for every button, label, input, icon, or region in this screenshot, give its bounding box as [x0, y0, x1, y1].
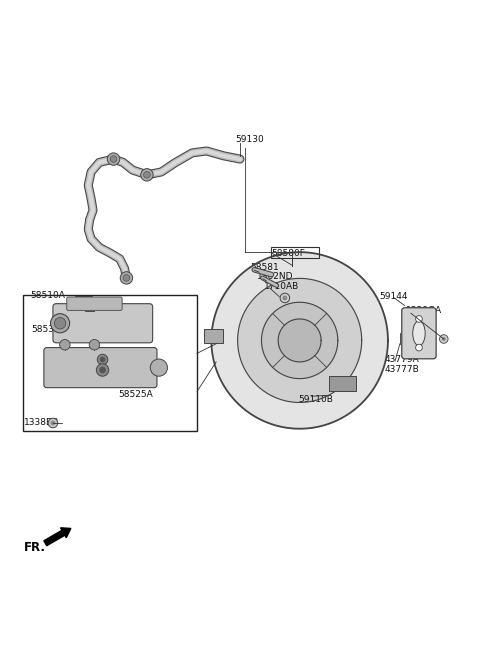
Circle shape — [97, 354, 108, 365]
Text: 58672: 58672 — [75, 374, 104, 383]
Text: 59144: 59144 — [379, 292, 408, 300]
Text: 1710AB: 1710AB — [264, 282, 299, 291]
Polygon shape — [238, 279, 362, 403]
Circle shape — [141, 169, 153, 181]
Circle shape — [99, 367, 106, 373]
Circle shape — [50, 313, 70, 333]
Circle shape — [442, 337, 446, 341]
Polygon shape — [211, 252, 388, 429]
Circle shape — [440, 334, 448, 344]
Circle shape — [416, 315, 422, 323]
Text: 58672: 58672 — [75, 365, 104, 374]
Text: 58580F: 58580F — [271, 248, 305, 258]
Circle shape — [96, 364, 109, 376]
Text: FR.: FR. — [24, 541, 46, 554]
Polygon shape — [262, 302, 338, 378]
Bar — [204, 328, 223, 343]
Text: 59130: 59130 — [235, 135, 264, 145]
Circle shape — [108, 153, 120, 166]
Text: 58511A: 58511A — [63, 306, 98, 315]
Circle shape — [144, 171, 150, 178]
Circle shape — [54, 317, 66, 329]
Text: 59110B: 59110B — [298, 395, 333, 403]
Circle shape — [60, 340, 70, 350]
FancyBboxPatch shape — [44, 348, 157, 388]
FancyBboxPatch shape — [53, 304, 153, 343]
Circle shape — [123, 275, 130, 281]
Text: 58510A: 58510A — [30, 290, 65, 300]
Circle shape — [89, 340, 100, 350]
Polygon shape — [278, 319, 321, 362]
Circle shape — [48, 419, 58, 428]
FancyArrow shape — [44, 528, 71, 546]
Bar — [23, 295, 197, 431]
Text: 1338BB: 1338BB — [24, 419, 60, 428]
Ellipse shape — [413, 321, 425, 346]
Circle shape — [280, 293, 289, 303]
Circle shape — [416, 344, 422, 351]
Circle shape — [120, 272, 132, 284]
Circle shape — [150, 359, 168, 376]
Bar — [329, 376, 356, 391]
Text: 1339GA: 1339GA — [406, 306, 442, 315]
Text: 43779A: 43779A — [384, 355, 419, 364]
Text: 58525A: 58525A — [118, 390, 153, 399]
Text: 43777B: 43777B — [384, 365, 419, 374]
FancyBboxPatch shape — [402, 307, 436, 359]
Circle shape — [100, 357, 106, 363]
Text: 1362ND: 1362ND — [257, 273, 293, 281]
FancyBboxPatch shape — [67, 297, 122, 310]
Circle shape — [282, 296, 287, 300]
Text: 58581: 58581 — [251, 263, 279, 272]
Text: 58531A: 58531A — [31, 325, 66, 334]
Bar — [271, 248, 319, 258]
Circle shape — [110, 156, 117, 162]
Circle shape — [50, 420, 55, 425]
